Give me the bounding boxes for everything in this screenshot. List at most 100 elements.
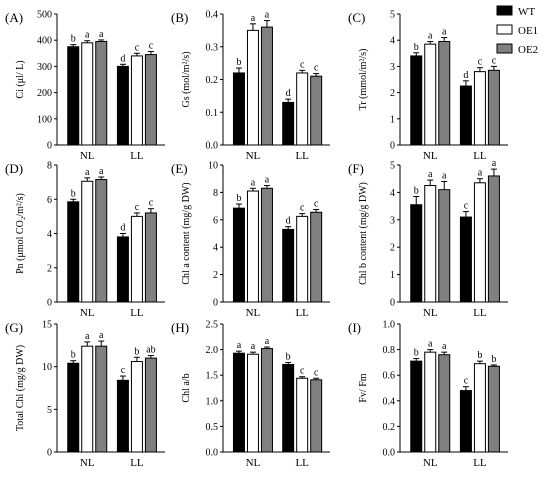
y-tick-label: 0.4 [206, 10, 219, 21]
y-tick-label: 10 [208, 161, 218, 172]
significance-letter: c [135, 202, 140, 213]
legend-label-oe2: OE2 [518, 44, 538, 56]
bar-wt-ll [459, 216, 472, 303]
significance-letter: c [121, 365, 126, 376]
panel-label: (G) [5, 320, 23, 335]
panel-label: (F) [348, 161, 364, 176]
significance-letter: d [286, 88, 291, 99]
significance-letter: b [71, 34, 76, 45]
significance-letter: a [251, 341, 256, 352]
bar-oe2-nl [260, 187, 273, 303]
x-tick-label: NL [423, 457, 438, 469]
y-tick-label: 0.3 [206, 42, 219, 53]
significance-letter: a [428, 339, 433, 350]
bar-oe1-ll [473, 71, 486, 146]
significance-letter: a [442, 170, 447, 181]
y-tick-label: 0.0 [206, 448, 219, 459]
bar-oe2-nl [438, 41, 451, 146]
y-tick-label: 2.5 [206, 320, 219, 331]
y-tick-label: 0 [213, 298, 218, 309]
significance-letter: d [463, 70, 468, 81]
panel-label: (B) [171, 10, 188, 25]
bar-oe2-ll [487, 365, 500, 453]
y-tick-label: 4 [47, 229, 52, 240]
bar-oe1-nl [424, 43, 437, 146]
y-tick-label: 6 [213, 215, 218, 226]
significance-letter: b [286, 351, 291, 362]
bar-wt-ll [459, 390, 472, 453]
y-tick-label: 300 [37, 62, 52, 73]
y-tick-label: 0 [47, 298, 52, 309]
y-tick-label: 0.4 [383, 396, 396, 407]
legend-swatch-oe2 [496, 43, 513, 54]
x-tick-label: LL [473, 307, 487, 319]
significance-letter: a [442, 27, 447, 38]
bar-oe1-ll [473, 363, 486, 453]
y-tick-label: 2 [213, 270, 218, 281]
legend: WT OE1 OE2 [496, 5, 538, 56]
bar-oe1-ll [130, 55, 143, 146]
bar-oe2-ll [310, 211, 323, 303]
significance-letter: b [71, 350, 76, 361]
significance-letter: a [85, 30, 90, 41]
significance-letter: a [251, 13, 256, 24]
bar-wt-nl [232, 72, 245, 146]
bar-wt-nl [410, 360, 423, 453]
significance-letter: b [414, 186, 419, 197]
bar-oe1-ll [473, 182, 486, 303]
bar-oe1-nl [81, 42, 94, 146]
bar-wt-ll [459, 85, 472, 146]
panel-label: (C) [348, 10, 365, 25]
y-tick-label: 5 [390, 161, 395, 172]
y-tick-label: 0.2 [383, 422, 396, 433]
y-tick-label: 4 [390, 188, 395, 199]
y-tick-label: 4 [390, 36, 395, 47]
significance-letter: b [414, 42, 419, 53]
x-tick-label: LL [295, 307, 309, 319]
significance-letter: b [236, 57, 241, 68]
y-tick-label: 100 [37, 114, 52, 125]
y-tick-label: 0.2 [206, 75, 219, 86]
legend-label-wt: WT [518, 6, 535, 18]
y-tick-label: 15 [42, 320, 52, 331]
bar-oe2-ll [487, 69, 500, 146]
significance-letter: a [99, 29, 104, 40]
y-tick-label: 0.1 [206, 108, 219, 119]
bar-wt-ll [116, 379, 129, 453]
y-tick-label: 200 [37, 88, 52, 99]
x-tick-label: LL [473, 457, 487, 469]
y-tick-label: 5 [390, 10, 395, 21]
bar-oe2-ll [144, 54, 157, 146]
legend-swatch-wt [496, 5, 513, 16]
y-tick-label: 0.0 [383, 448, 396, 459]
significance-letter: d [120, 223, 125, 234]
significance-letter: c [314, 63, 319, 74]
x-tick-label: NL [423, 150, 438, 162]
bar-oe2-nl [95, 179, 108, 303]
x-tick-label: LL [295, 150, 309, 162]
bar-wt-nl [410, 55, 423, 146]
significance-letter: d [286, 216, 291, 227]
y-tick-label: 2 [47, 263, 52, 274]
significance-letter: c [149, 40, 154, 51]
bar-oe1-nl [81, 180, 94, 303]
y-tick-label: 4 [213, 243, 218, 254]
y-tick-label: 0.6 [383, 371, 396, 382]
bar-oe1-ll [130, 361, 143, 453]
significance-letter: a [265, 336, 270, 347]
significance-letter: c [492, 55, 497, 66]
y-tick-label: 0 [47, 448, 52, 459]
y-tick-label: 0.5 [206, 422, 219, 433]
y-axis-label: Gs (mol/m²/s) [181, 51, 192, 107]
significance-letter: a [478, 168, 483, 179]
y-axis-label: Chl b content (mg/g DW) [358, 182, 369, 285]
panel-label: (H) [171, 320, 189, 335]
x-tick-label: NL [80, 457, 95, 469]
bar-oe1-nl [246, 190, 259, 303]
